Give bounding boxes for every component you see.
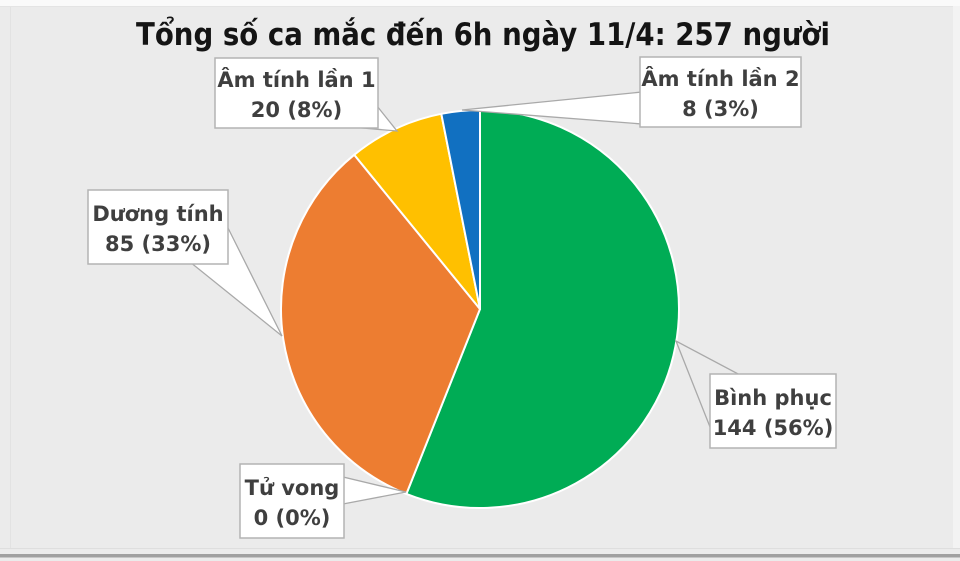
callout-value: 8 (3%): [682, 97, 759, 121]
callout-binh-phuc: Bình phục 144 (56%): [674, 339, 837, 449]
callout-tu-vong: Tử vong 0 (0%): [239, 463, 407, 539]
callout-am-tinh-lan-1: Âm tính lần 1 20 (8%): [214, 57, 399, 132]
callout-label: Tử vong: [245, 476, 340, 500]
callout-value: 0 (0%): [254, 506, 331, 530]
chart-title: Tổng số ca mắc đến 6h ngày 11/4: 257 ngư…: [136, 17, 830, 53]
callout-duong-tinh: Dương tính 85 (33%): [87, 189, 283, 337]
pie-slices: [280, 109, 680, 509]
callout-value: 144 (56%): [713, 416, 834, 440]
callout-label: Âm tính lần 1: [217, 67, 375, 92]
callout-value: 20 (8%): [251, 98, 342, 122]
callout-box: [639, 56, 802, 128]
pie-slice-duong-tinh: [280, 153, 481, 495]
callout-labels: Bình phục 144 (56%) Tử vong 0 (0%) Dương tín…: [87, 56, 837, 539]
right-strip: [953, 6, 960, 548]
callout-box: [87, 189, 229, 265]
callout-label: Dương tính: [92, 202, 223, 226]
callout-label: Âm tính lần 2: [641, 66, 799, 91]
top-strip: [0, 0, 960, 6]
callout-value: 85 (33%): [105, 232, 211, 256]
callout-box: [709, 373, 837, 449]
callout-box: [214, 57, 379, 129]
pie-slice-binh-phuc: [405, 109, 680, 509]
bottom-border-bar: [0, 554, 960, 558]
callout-box: [239, 463, 345, 539]
callout-label: Bình phục: [714, 386, 832, 410]
callout-am-tinh-lan-2: Âm tính lần 2 8 (3%): [461, 56, 802, 128]
